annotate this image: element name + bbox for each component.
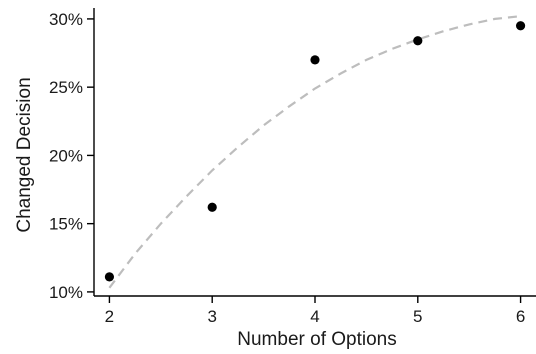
- x-tick-label: 5: [413, 307, 422, 326]
- data-point: [310, 55, 320, 65]
- data-point: [515, 21, 526, 31]
- data-point: [207, 202, 217, 212]
- y-tick-label: 20%: [49, 146, 83, 165]
- x-axis-ticks: 2 3 4 5 6: [105, 296, 525, 326]
- x-axis-title: Number of Options: [237, 329, 396, 350]
- data-point: [104, 272, 115, 282]
- x-tick-label: 2: [105, 307, 114, 326]
- x-tick-label: 6: [516, 307, 525, 326]
- data-point: [413, 36, 423, 46]
- y-tick-label: 25%: [49, 78, 83, 97]
- data-points: [104, 21, 526, 282]
- y-tick-label: 10%: [49, 283, 83, 302]
- y-axis-ticks: 10% 15% 20% 25% 30%: [49, 10, 94, 302]
- x-tick-label: 4: [310, 307, 319, 326]
- trend-line: [108, 15, 521, 289]
- y-axis-title: Changed Decision: [14, 77, 35, 232]
- x-tick-label: 3: [207, 307, 216, 326]
- y-tick-label: 30%: [49, 10, 83, 29]
- y-tick-label: 15%: [49, 215, 83, 234]
